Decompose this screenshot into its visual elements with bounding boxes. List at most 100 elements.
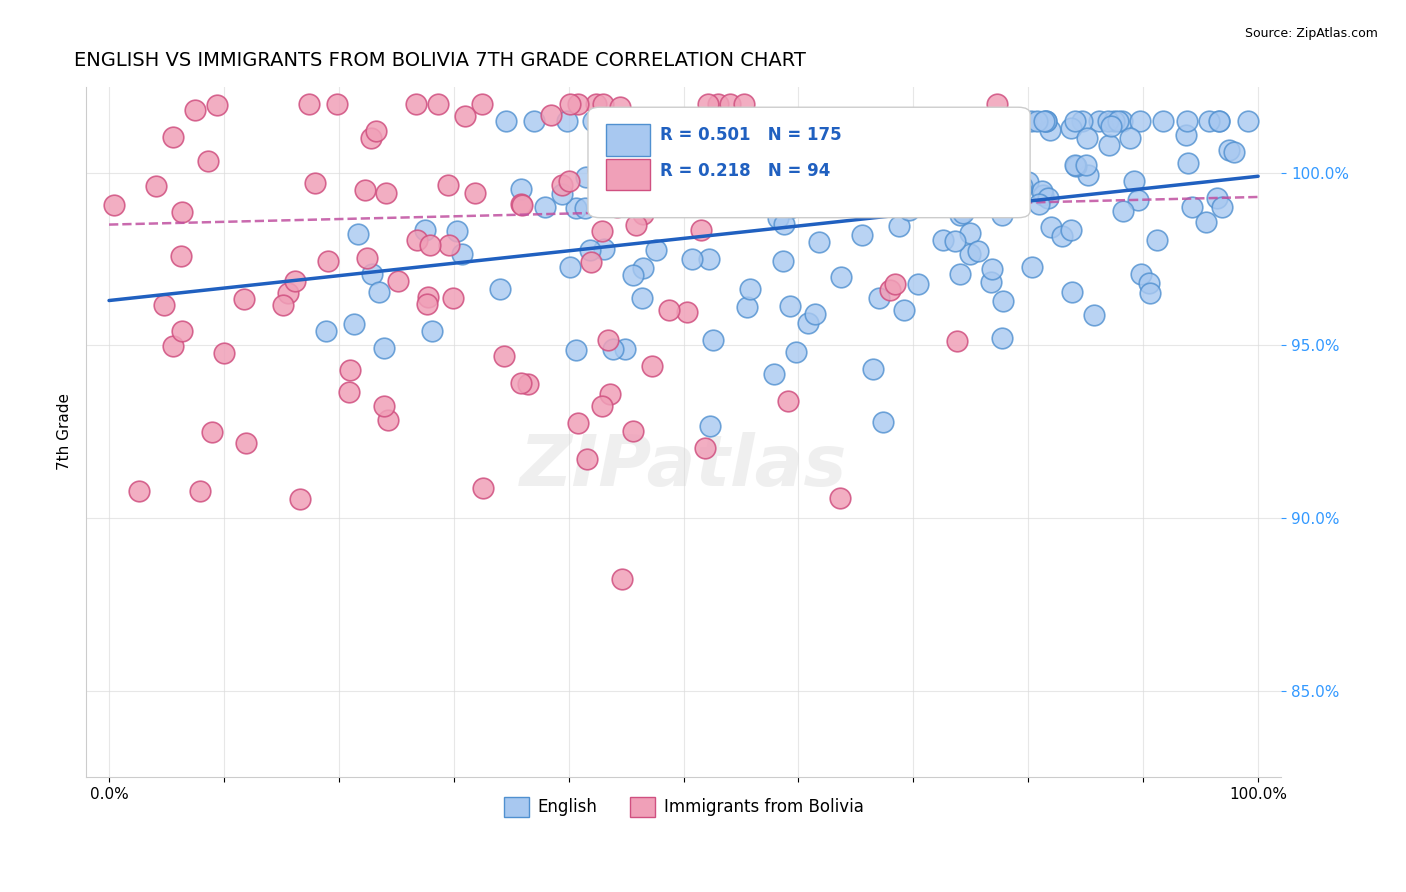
English bbox=[565, 343, 588, 357]
English bbox=[495, 114, 517, 128]
English bbox=[373, 341, 395, 355]
Immigrants from Bolivia bbox=[427, 96, 450, 111]
English bbox=[1001, 175, 1024, 189]
English bbox=[621, 268, 644, 282]
Immigrants from Bolivia bbox=[103, 198, 125, 212]
English bbox=[862, 362, 884, 376]
English bbox=[969, 114, 991, 128]
Immigrants from Bolivia bbox=[197, 153, 219, 168]
English bbox=[738, 282, 761, 296]
Immigrants from Bolivia bbox=[731, 169, 754, 184]
Y-axis label: 7th Grade: 7th Grade bbox=[58, 393, 72, 470]
English bbox=[343, 317, 366, 331]
English bbox=[807, 235, 830, 249]
Text: ENGLISH VS IMMIGRANTS FROM BOLIVIA 7TH GRADE CORRELATION CHART: ENGLISH VS IMMIGRANTS FROM BOLIVIA 7TH G… bbox=[75, 51, 806, 70]
Immigrants from Bolivia bbox=[623, 424, 645, 438]
English bbox=[1050, 228, 1073, 243]
English bbox=[1130, 267, 1153, 281]
Immigrants from Bolivia bbox=[339, 384, 361, 399]
Immigrants from Bolivia bbox=[145, 179, 167, 194]
Immigrants from Bolivia bbox=[509, 376, 531, 390]
English bbox=[1008, 114, 1031, 128]
English bbox=[1021, 260, 1043, 275]
English bbox=[1070, 114, 1092, 128]
English bbox=[558, 260, 581, 274]
FancyBboxPatch shape bbox=[606, 125, 650, 155]
English bbox=[721, 114, 744, 128]
Immigrants from Bolivia bbox=[540, 108, 562, 122]
English bbox=[1137, 276, 1160, 290]
Immigrants from Bolivia bbox=[737, 132, 759, 146]
Immigrants from Bolivia bbox=[366, 124, 388, 138]
Immigrants from Bolivia bbox=[339, 363, 361, 377]
Immigrants from Bolivia bbox=[233, 292, 256, 306]
Immigrants from Bolivia bbox=[567, 416, 589, 430]
Immigrants from Bolivia bbox=[641, 359, 664, 373]
English bbox=[1181, 200, 1204, 214]
English bbox=[768, 211, 790, 225]
Text: R = 0.501   N = 175: R = 0.501 N = 175 bbox=[659, 126, 841, 144]
English bbox=[1177, 156, 1199, 170]
English bbox=[446, 224, 468, 238]
English bbox=[952, 177, 974, 191]
English bbox=[551, 186, 574, 201]
English bbox=[1208, 114, 1230, 128]
Immigrants from Bolivia bbox=[792, 121, 814, 136]
English bbox=[981, 262, 1004, 277]
Immigrants from Bolivia bbox=[464, 186, 486, 201]
Immigrants from Bolivia bbox=[437, 238, 460, 252]
English bbox=[1019, 114, 1042, 128]
English bbox=[489, 282, 512, 296]
Immigrants from Bolivia bbox=[599, 387, 621, 401]
English bbox=[681, 252, 703, 266]
Immigrants from Bolivia bbox=[212, 346, 235, 360]
English bbox=[772, 217, 794, 231]
English bbox=[828, 166, 851, 180]
Immigrants from Bolivia bbox=[387, 274, 409, 288]
English bbox=[1060, 285, 1083, 299]
English bbox=[773, 195, 796, 210]
English bbox=[1026, 114, 1049, 128]
English bbox=[835, 114, 858, 128]
English bbox=[974, 114, 997, 128]
Immigrants from Bolivia bbox=[576, 452, 599, 467]
English bbox=[949, 208, 972, 222]
English bbox=[1107, 114, 1129, 128]
Immigrants from Bolivia bbox=[510, 196, 533, 211]
Immigrants from Bolivia bbox=[585, 96, 607, 111]
Immigrants from Bolivia bbox=[441, 291, 464, 305]
English bbox=[631, 260, 654, 275]
English bbox=[676, 114, 699, 128]
English bbox=[991, 293, 1014, 308]
Immigrants from Bolivia bbox=[606, 200, 628, 214]
English bbox=[1036, 191, 1059, 205]
English bbox=[738, 114, 761, 128]
English bbox=[955, 136, 977, 151]
Immigrants from Bolivia bbox=[416, 290, 439, 304]
English bbox=[860, 114, 883, 128]
Immigrants from Bolivia bbox=[579, 255, 602, 269]
English bbox=[1153, 114, 1175, 128]
Immigrants from Bolivia bbox=[419, 238, 441, 252]
Immigrants from Bolivia bbox=[298, 96, 321, 111]
Text: Source: ZipAtlas.com: Source: ZipAtlas.com bbox=[1244, 27, 1378, 40]
English bbox=[991, 209, 1014, 223]
Immigrants from Bolivia bbox=[472, 482, 495, 496]
English bbox=[800, 114, 823, 128]
English bbox=[633, 114, 655, 128]
Immigrants from Bolivia bbox=[658, 302, 681, 317]
English bbox=[659, 114, 682, 128]
English bbox=[1218, 143, 1240, 157]
English bbox=[450, 247, 472, 261]
English bbox=[959, 247, 981, 261]
English bbox=[1098, 138, 1121, 153]
English bbox=[772, 254, 794, 268]
English bbox=[1028, 197, 1050, 211]
Immigrants from Bolivia bbox=[356, 251, 378, 265]
Immigrants from Bolivia bbox=[591, 399, 613, 413]
English bbox=[785, 345, 807, 359]
English bbox=[1237, 114, 1260, 128]
Immigrants from Bolivia bbox=[172, 204, 194, 219]
Immigrants from Bolivia bbox=[172, 324, 194, 338]
English bbox=[1205, 191, 1227, 205]
